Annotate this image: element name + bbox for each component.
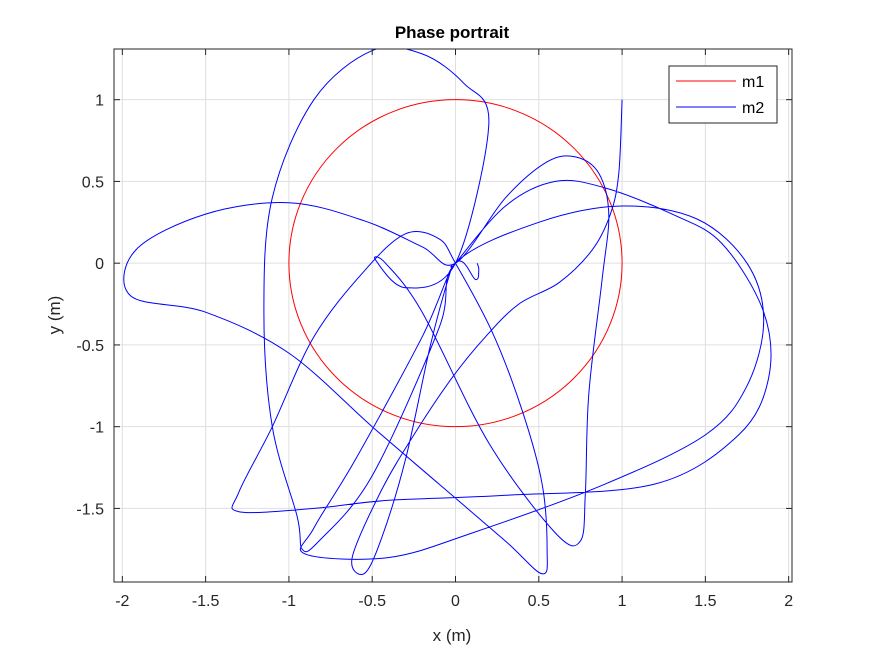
y-tick-label: 0	[95, 256, 104, 273]
x-tick-label: -1	[282, 593, 296, 610]
x-tick-label: -0.5	[358, 593, 386, 610]
legend-box	[668, 65, 778, 124]
x-tick-label: 0.5	[528, 593, 550, 610]
y-tick-label: 0.5	[82, 174, 104, 191]
y-tick-label: -1.5	[76, 501, 104, 518]
x-tick-label: 1	[618, 593, 627, 610]
series-line-m1	[288, 99, 623, 428]
y-tick-label: -0.5	[76, 338, 104, 355]
x-tick-label: -2	[115, 593, 129, 610]
chart-title: Phase portrait	[395, 23, 510, 42]
plot-area	[114, 49, 792, 582]
y-tick-label: -1	[90, 420, 104, 437]
x-tick-label: 2	[784, 593, 793, 610]
legend: m1 m2	[668, 65, 778, 124]
y-tick-label: 1	[95, 93, 104, 110]
axes-box	[113, 48, 793, 583]
x-tick-label: 0	[451, 593, 460, 610]
legend-label-m1: m1	[742, 74, 764, 91]
series-group	[123, 49, 772, 575]
y-ticks: -1.5 -1 -0.5 0 0.5 1	[76, 93, 792, 518]
series-line-m2	[123, 49, 772, 575]
legend-label-m2: m2	[742, 100, 764, 117]
x-tick-label: 1.5	[694, 593, 716, 610]
y-axis-label: y (m)	[45, 296, 64, 335]
x-axis-label: x (m)	[433, 626, 472, 645]
x-grid	[121, 49, 790, 582]
x-tick-label: -1.5	[192, 593, 220, 610]
x-ticks: -2 -1.5 -1 -0.5 0 0.5 1 1.5 2	[115, 49, 793, 610]
